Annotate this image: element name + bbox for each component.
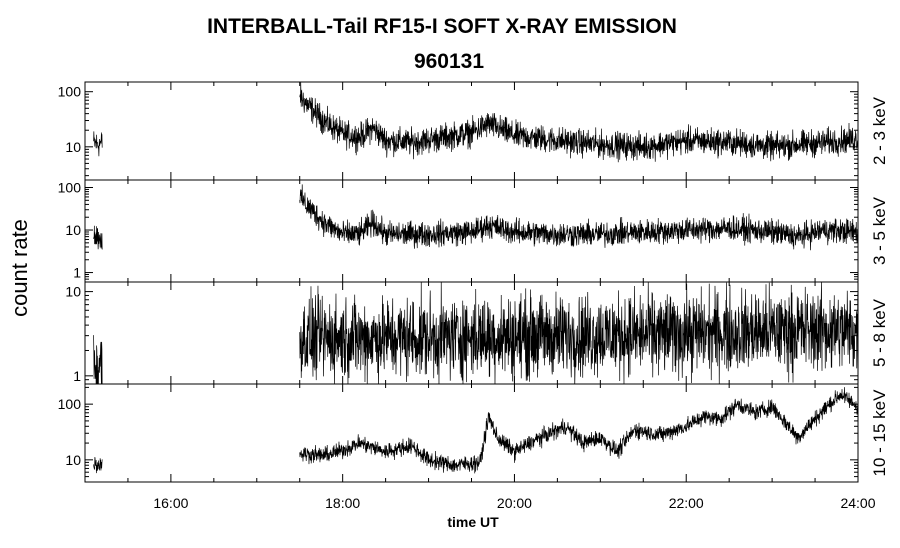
y-tick-label: 100 bbox=[58, 179, 82, 195]
y-tick-label: 10 bbox=[65, 284, 81, 300]
series-line-1-2 bbox=[299, 82, 858, 163]
x-tick-label: 18:00 bbox=[325, 495, 360, 511]
y-tick-label: 10 bbox=[65, 139, 81, 155]
series-line-2-2 bbox=[299, 184, 858, 251]
y-tick-label: 1 bbox=[73, 265, 81, 281]
y-tick-label: 100 bbox=[58, 84, 82, 100]
y-tick-label: 1 bbox=[73, 368, 81, 384]
x-tick-label: 22:00 bbox=[669, 495, 704, 511]
y-tick-label: 100 bbox=[58, 396, 82, 412]
x-axis-label: time UT bbox=[447, 514, 499, 530]
panel-2: 100 10 1 3 - 5 keV bbox=[58, 179, 889, 283]
y-axis-label: count rate bbox=[7, 219, 32, 317]
series-line-1-1 bbox=[93, 131, 103, 157]
panel-energy-label: 2 - 3 keV bbox=[870, 96, 889, 165]
panel-4: 100 10 10 - 15 keV bbox=[58, 383, 889, 483]
series-line-4-2 bbox=[299, 387, 858, 474]
x-tick-label: 16:00 bbox=[153, 495, 188, 511]
series-line-2-1 bbox=[93, 225, 103, 250]
y-tick-label: 10 bbox=[65, 222, 81, 238]
panel-energy-label: 3 - 5 keV bbox=[870, 196, 889, 265]
chart-subtitle: 960131 bbox=[414, 50, 484, 73]
panel-1: 100 10 2 - 3 keV bbox=[58, 81, 889, 181]
series-line-3-2 bbox=[299, 282, 858, 384]
panel-energy-label: 10 - 15 keV bbox=[870, 389, 889, 477]
y-tick-label: 10 bbox=[65, 452, 81, 468]
panel-energy-label: 5 - 8 keV bbox=[870, 298, 889, 367]
x-tick-label: 20:00 bbox=[497, 495, 532, 511]
x-axis: 16:00 18:00 20:00 22:00 24:00 bbox=[153, 495, 875, 511]
series-line-3-1 bbox=[93, 335, 103, 384]
panel-3: 10 1 5 - 8 keV bbox=[65, 281, 889, 385]
chart-title: INTERBALL-Tail RF15-I SOFT X-RAY EMISSIO… bbox=[207, 15, 677, 38]
panels: 100 10 2 - 3 keV 100 10 1 3 - 5 keV 10 1 5 - 8 ke… bbox=[58, 81, 889, 483]
series-line-4-1 bbox=[93, 457, 103, 474]
x-tick-label: 24:00 bbox=[840, 495, 875, 511]
